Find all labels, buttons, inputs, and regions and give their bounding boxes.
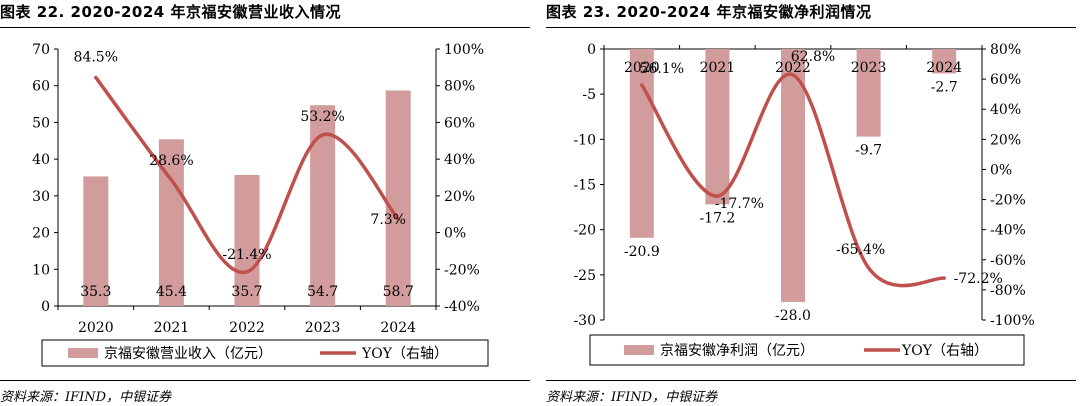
- yoy-data-label: -17.7%: [715, 196, 764, 212]
- y-right-tick-label: -80%: [990, 283, 1026, 299]
- yoy-data-label: -72.2%: [954, 271, 1003, 287]
- y-left-tick-label: 40: [32, 152, 50, 168]
- yoy-data-label: -65.4%: [836, 242, 885, 258]
- footer-divider: [0, 380, 530, 381]
- y-right-tick-label: -20%: [990, 193, 1026, 209]
- bar: [781, 49, 805, 302]
- y-left-tick-label: 70: [32, 42, 50, 58]
- x-tick-label: 2020: [78, 320, 114, 336]
- x-tick-label: 2021: [700, 60, 736, 76]
- bar-data-label: 58.7: [383, 284, 414, 300]
- y-right-tick-label: -60%: [990, 253, 1026, 269]
- yoy-data-label: 53.2%: [300, 109, 344, 125]
- legend-box: [41, 339, 489, 367]
- bar-data-label: 35.3: [80, 284, 111, 300]
- bar: [856, 49, 881, 137]
- y-left-tick-label: -10: [573, 132, 596, 148]
- legend-bar-label: 京福安徽净利润（亿元）: [660, 343, 814, 359]
- bar: [310, 105, 336, 307]
- source-note: 资料来源：IFIND，中银证券: [0, 390, 172, 405]
- x-tick-label: 2020: [624, 60, 660, 76]
- x-tick-label: 2024: [926, 60, 962, 76]
- bar-data-label: -28.0: [775, 308, 811, 324]
- y-right-tick-label: 0%: [990, 162, 1012, 178]
- y-right-tick-label: -100%: [990, 313, 1035, 329]
- legend-bar-swatch: [68, 348, 98, 358]
- y-left-tick-label: -25: [573, 268, 596, 284]
- x-tick-label: 2023: [851, 60, 887, 76]
- bar-data-label: -2.7: [931, 79, 958, 95]
- legend-box: [589, 334, 1025, 366]
- bar-data-label: -17.2: [699, 210, 735, 226]
- net-profit-chart: -30 -25 -20 -15 -10 -5 0 -100% -80% -60% -40% -20% 0…: [573, 42, 1035, 366]
- y-right-tick-label: -40%: [990, 223, 1026, 239]
- x-tick-label: 2024: [380, 320, 416, 336]
- bar: [385, 90, 411, 306]
- yoy-data-label: 28.6%: [149, 153, 193, 169]
- legend-line-label: YOY（右轴）: [901, 343, 988, 359]
- y-right-tick-label: 40%: [444, 152, 475, 168]
- x-tick-label: 2022: [775, 60, 811, 76]
- y-left-tick-label: -5: [582, 87, 596, 103]
- bar-data-label: 45.4: [156, 284, 187, 300]
- bar-data-label: 54.7: [307, 284, 338, 300]
- chart-title: 图表 23. 2020-2024 年京福安徽净利润情况: [546, 3, 872, 21]
- y-right-tick-label: 80%: [990, 42, 1021, 58]
- y-right-tick-label: 60%: [444, 115, 475, 131]
- y-left-tick-label: 30: [32, 189, 50, 205]
- footer-divider: [546, 380, 1076, 381]
- legend-bar-swatch: [624, 345, 654, 355]
- y-left-tick-label: -20: [573, 223, 596, 239]
- y-left-tick-label: 10: [32, 262, 50, 278]
- bar: [234, 174, 260, 306]
- yoy-data-label: 62.8%: [791, 49, 835, 65]
- title-divider: [0, 27, 530, 28]
- y-left-tick-label: -30: [573, 313, 596, 329]
- y-right-tick-label: 20%: [990, 132, 1021, 148]
- y-right-tick-label: 40%: [990, 102, 1021, 118]
- chart-title: 图表 22. 2020-2024 年京福安徽营业收入情况: [0, 3, 341, 21]
- revenue-chart: 0 10 20 30 40 50 60 70 -40% -20% 0% 20% 40% 60% 80% 100…: [32, 42, 489, 367]
- bar-data-label: 35.7: [231, 284, 262, 300]
- y-right-tick-label: 0%: [444, 226, 466, 242]
- legend-line-label: YOY（右轴）: [361, 346, 448, 362]
- y-right-tick-label: 100%: [444, 42, 484, 58]
- bar: [629, 49, 654, 238]
- y-left-tick-label: 50: [32, 115, 50, 131]
- y-right-tick-label: 80%: [444, 79, 475, 95]
- yoy-data-label: 56.1%: [640, 61, 684, 77]
- yoy-data-label: 84.5%: [74, 49, 118, 65]
- y-left-tick-label: -15: [573, 178, 596, 194]
- chart-panel-net-profit: 图表 23. 2020-2024 年京福安徽净利润情况 -30 -25 -20 -15…: [546, 0, 1076, 406]
- y-left-tick-label: 20: [32, 226, 50, 242]
- x-tick-label: 2023: [305, 320, 341, 336]
- yoy-data-label: -21.4%: [222, 247, 271, 263]
- bar: [83, 176, 109, 306]
- source-note: 资料来源：IFIND，中银证券: [546, 390, 718, 405]
- y-right-tick-label: -20%: [444, 262, 480, 278]
- y-right-tick-label: -40%: [444, 299, 480, 315]
- x-tick-label: 2022: [229, 320, 265, 336]
- y-left-tick-label: 60: [32, 79, 50, 95]
- x-tick-label: 2021: [154, 320, 190, 336]
- y-right-tick-label: 60%: [990, 72, 1021, 88]
- chart-panel-revenue: 图表 22. 2020-2024 年京福安徽营业收入情况 0 10 20 30 40 50…: [0, 0, 530, 406]
- title-divider: [546, 27, 1076, 28]
- bar-data-label: -20.9: [624, 244, 660, 260]
- legend-bar-label: 京福安徽营业收入（亿元）: [104, 346, 272, 362]
- y-left-tick-label: 0: [41, 299, 50, 315]
- bar-data-label: -9.7: [855, 143, 882, 159]
- yoy-data-label: 7.3%: [370, 212, 406, 228]
- y-right-tick-label: 20%: [444, 189, 475, 205]
- bar: [705, 49, 730, 205]
- bar: [932, 49, 957, 74]
- y-left-tick-label: 0: [587, 42, 596, 58]
